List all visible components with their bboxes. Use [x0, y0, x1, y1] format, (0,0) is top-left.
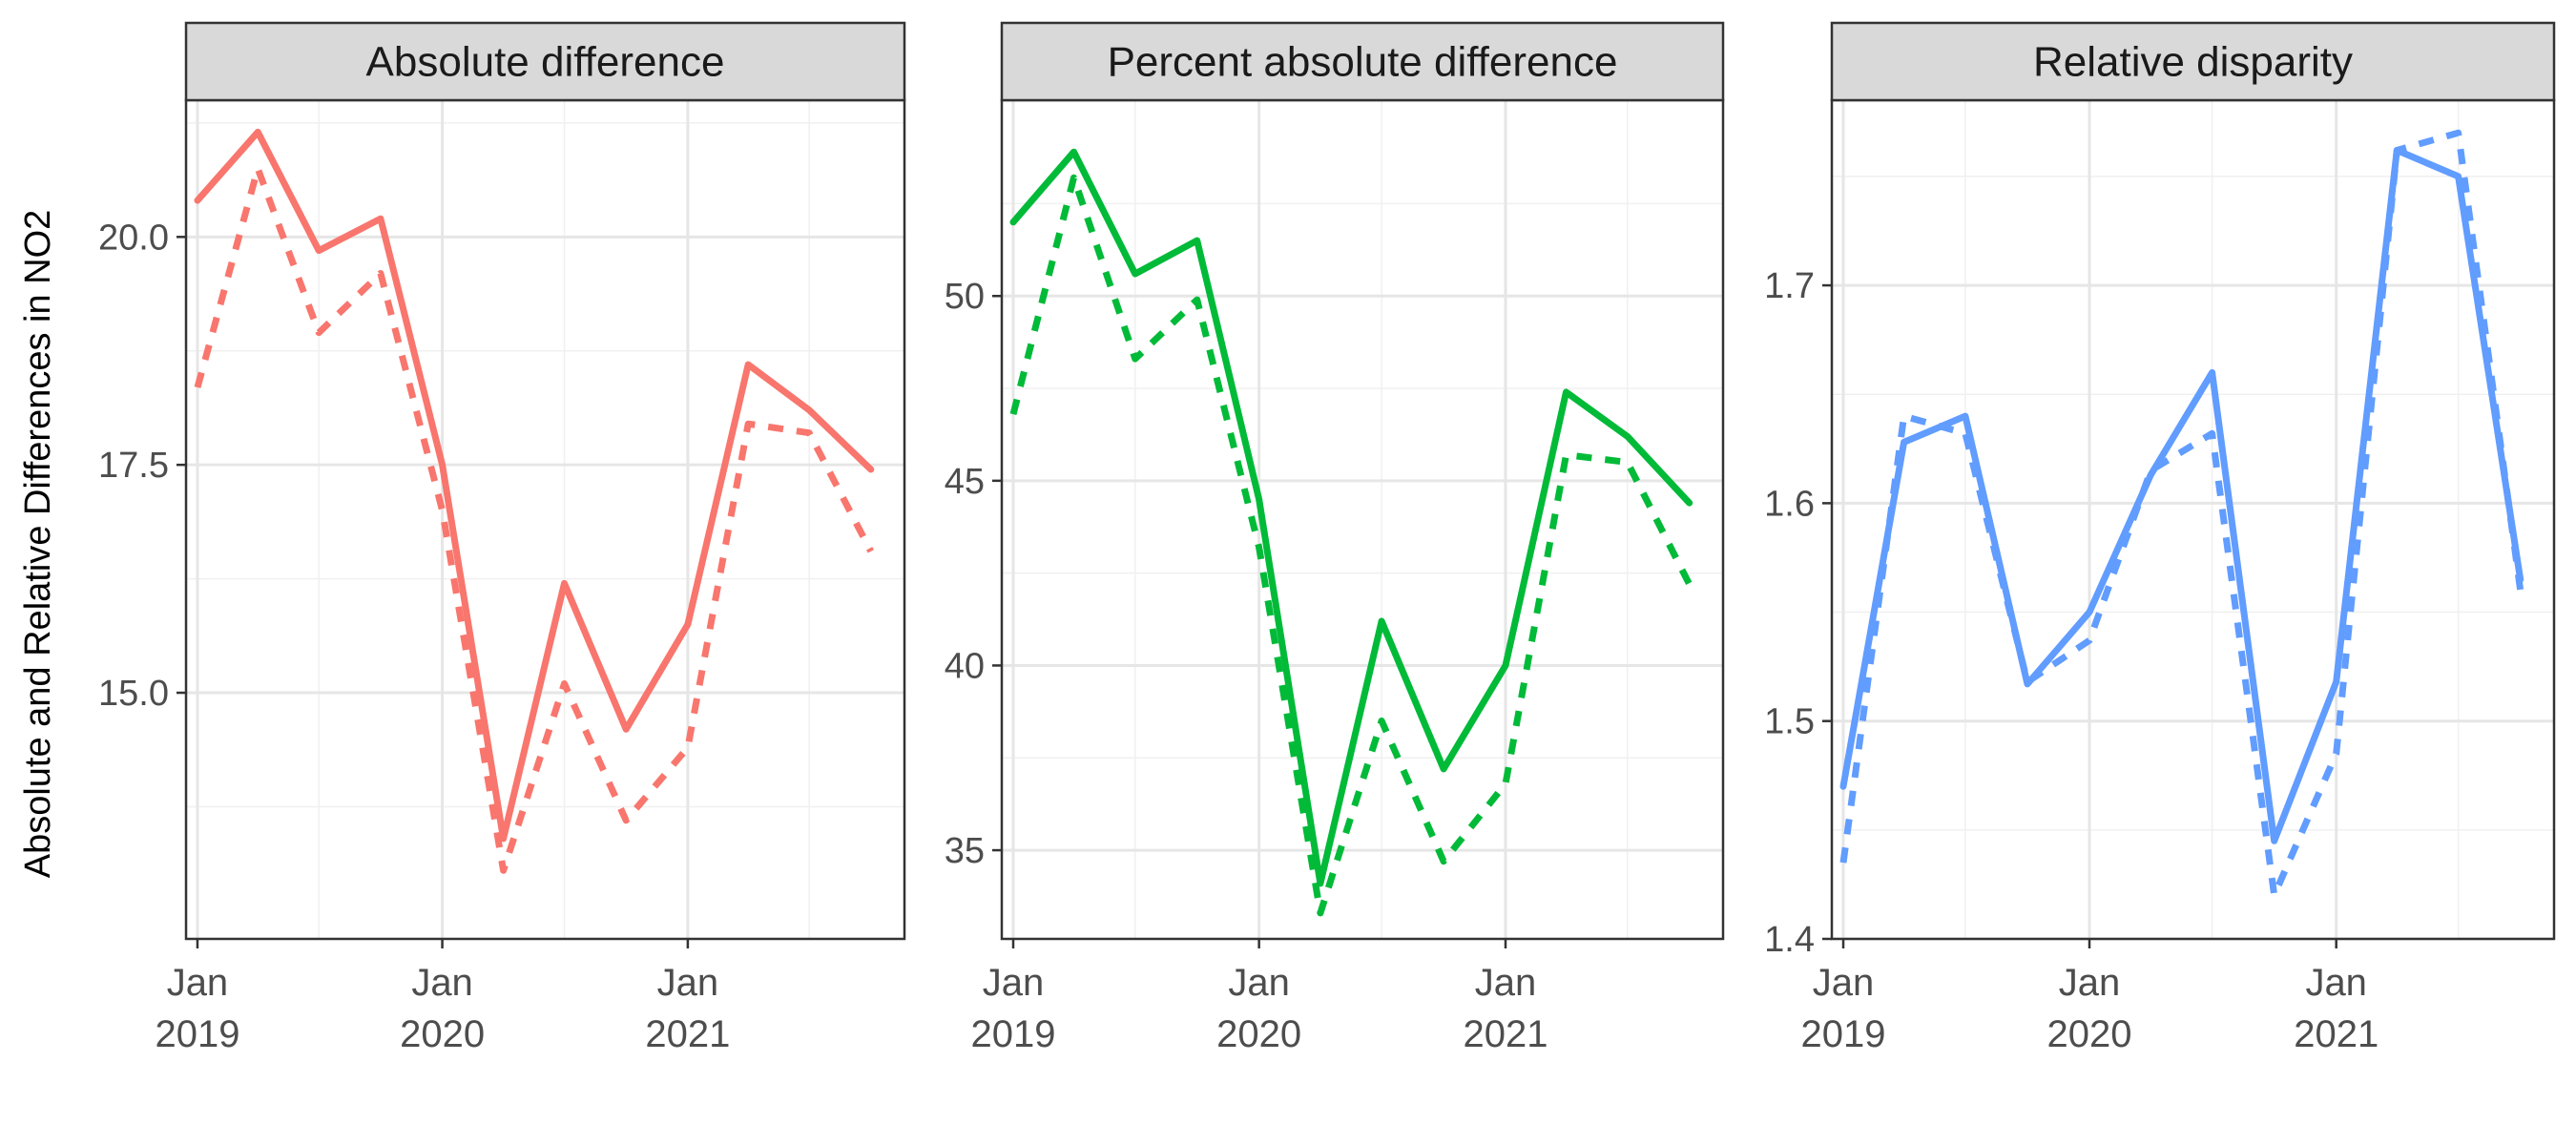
panel-background [1002, 100, 1723, 939]
y-tick-label: 1.7 [1764, 266, 1815, 306]
y-tick-label: 15.0 [98, 674, 169, 714]
x-tick-label-year: 2020 [1216, 1013, 1301, 1055]
series-line-dashed [1009, 174, 1693, 917]
x-tick-label-year: 2021 [2294, 1013, 2379, 1055]
x-tick-label-month: Jan [1813, 962, 1875, 1004]
y-tick-label: 40 [945, 646, 985, 686]
facet-title: Percent absolute difference [1108, 39, 1618, 86]
series-line-dashed [194, 165, 874, 874]
facet-title: Absolute difference [366, 39, 725, 86]
y-tick-label: 45 [945, 462, 985, 502]
y-tick-label: 1.6 [1764, 484, 1815, 524]
x-tick-label-year: 2020 [400, 1013, 485, 1055]
panel-3: Relative disparity 1.4 1.5 1.6 1.7 Jan 2019 Jan… [1764, 21, 2556, 1055]
y-axis-title: Absolute and Relative Differences in NO2 [18, 210, 58, 879]
series-line-dashed [1839, 129, 2524, 899]
x-tick-label-year: 2021 [1464, 1013, 1548, 1055]
panel-1: Absolute difference 15.0 17.5 20.0 Jan 2019 Ja… [98, 21, 906, 1055]
facet-strip [184, 21, 906, 102]
x-tick-label-year: 2021 [645, 1013, 730, 1055]
x-tick-label-month: Jan [2059, 962, 2121, 1004]
x-tick-label-month: Jan [2305, 962, 2367, 1004]
y-tick-label: 17.5 [98, 446, 169, 486]
y-tick-label: 1.5 [1764, 702, 1815, 742]
series-line-solid [1009, 148, 1693, 887]
facet-strip [1000, 21, 1725, 102]
y-tick-label: 20.0 [98, 218, 169, 258]
panel-2: Percent absolute difference 35 40 45 50 Jan 20… [945, 21, 1725, 1055]
x-tick-label-year: 2019 [1801, 1013, 1886, 1055]
x-tick-label-year: 2020 [2047, 1013, 2132, 1055]
x-tick-label-month: Jan [167, 962, 229, 1004]
y-tick-label: 35 [945, 831, 985, 871]
x-tick-label-month: Jan [983, 962, 1045, 1004]
panel-background [1832, 100, 2554, 939]
panel-background [186, 100, 904, 939]
y-tick-label: 1.4 [1764, 920, 1815, 960]
x-tick-label-year: 2019 [971, 1013, 1056, 1055]
x-tick-label-year: 2019 [155, 1013, 239, 1055]
x-tick-label-month: Jan [411, 962, 473, 1004]
y-tick-label: 50 [945, 277, 985, 317]
series-line-solid [194, 128, 875, 843]
facet-title: Relative disparity [2033, 39, 2353, 86]
x-tick-label-month: Jan [1228, 962, 1290, 1004]
x-tick-label-month: Jan [657, 962, 719, 1004]
x-tick-label-month: Jan [1475, 962, 1537, 1004]
facet-strip [1830, 21, 2556, 102]
series-line-solid [1839, 147, 2524, 844]
